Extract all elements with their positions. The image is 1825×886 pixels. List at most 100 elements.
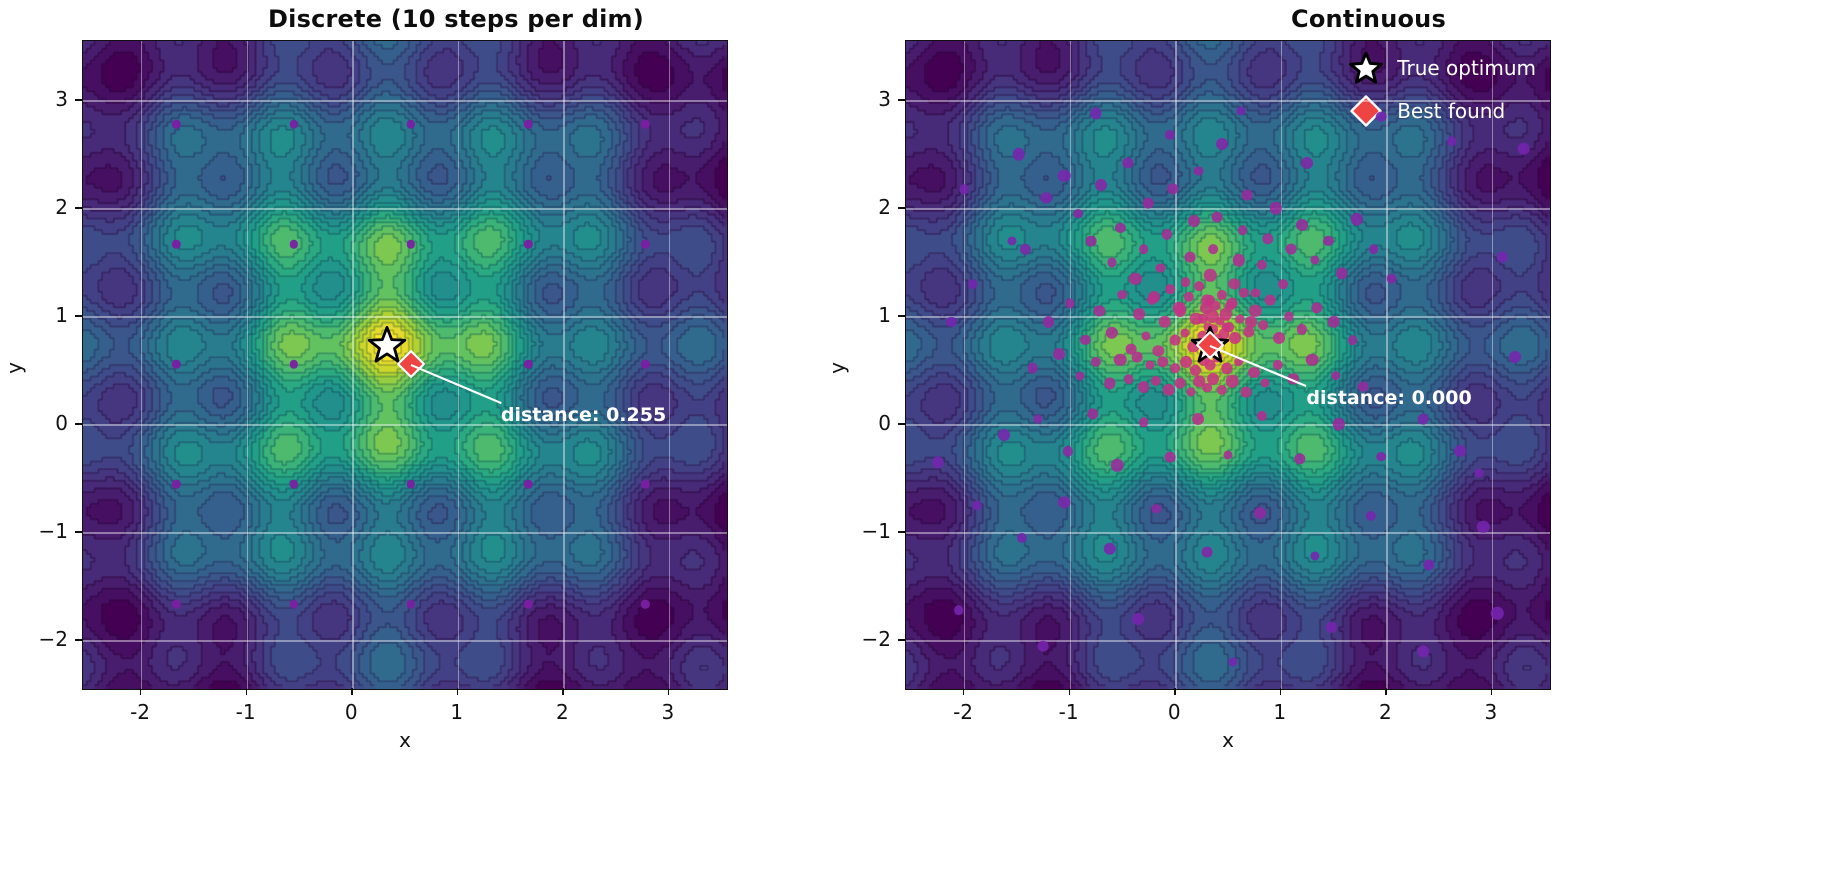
- legend-label-best-found: Best found: [1397, 99, 1506, 123]
- x-tick-label: 0: [1167, 700, 1181, 724]
- sample-point: [1107, 257, 1117, 267]
- sample-point: [1310, 551, 1320, 561]
- sample-point: [172, 240, 181, 249]
- sample-point: [1103, 542, 1116, 555]
- sample-point: [172, 120, 181, 129]
- y-tick-label: 2: [55, 195, 68, 220]
- plot-area-continuous[interactable]: True optimum Best found distance: 0.000: [905, 40, 1551, 690]
- sample-point: [1306, 353, 1319, 366]
- gridline-vertical: [141, 41, 143, 689]
- sample-point: [1117, 289, 1128, 300]
- sample-point: [1093, 305, 1105, 317]
- sample-point: [406, 240, 416, 249]
- sample-point: [1368, 244, 1379, 255]
- y-tick: [898, 423, 905, 425]
- x-tick: [1279, 688, 1282, 695]
- sample-point: [1301, 157, 1314, 169]
- y-tick: [75, 639, 82, 641]
- sample-point: [1365, 511, 1376, 522]
- sample-point: [1238, 287, 1249, 298]
- y-tick-label: 0: [55, 411, 68, 436]
- sample-point: [1114, 353, 1127, 366]
- sample-point: [1110, 459, 1124, 472]
- sample-point: [946, 316, 957, 327]
- sample-point: [1199, 301, 1212, 314]
- sample-point: [1517, 142, 1530, 156]
- sample-point: [1133, 308, 1146, 321]
- gridline-horizontal: [906, 532, 1550, 534]
- sample-point: [289, 600, 298, 609]
- sample-point: [1197, 313, 1208, 324]
- sample-point: [1216, 384, 1227, 395]
- sample-point: [1248, 366, 1261, 379]
- sample-point: [1256, 259, 1267, 270]
- sample-point: [1151, 503, 1162, 514]
- sample-point: [1285, 244, 1297, 255]
- gridline-vertical: [352, 41, 354, 689]
- sample-point: [1235, 313, 1245, 324]
- sample-point: [1446, 136, 1457, 147]
- sample-point: [289, 480, 298, 489]
- plot-area-discrete[interactable]: distance: 0.255: [82, 40, 728, 690]
- x-tick-label: 0: [344, 700, 358, 724]
- x-tick-label: -2: [953, 700, 974, 724]
- sample-point: [1212, 211, 1223, 223]
- sample-point: [1132, 612, 1145, 625]
- sample-point: [1012, 148, 1026, 161]
- sample-point: [1207, 373, 1220, 385]
- best-found-marker[interactable]: [396, 349, 426, 379]
- y-tick-label: −2: [38, 627, 68, 652]
- sample-point: [1233, 356, 1244, 367]
- sample-point: [1164, 451, 1176, 463]
- sample-point: [1162, 383, 1176, 397]
- sample-point: [1087, 407, 1099, 420]
- y-axis-label-continuous: y: [824, 362, 849, 374]
- gridline-vertical: [563, 41, 565, 689]
- sample-point: [1417, 645, 1429, 657]
- sample-point: [1204, 359, 1216, 371]
- sample-point: [1243, 325, 1255, 338]
- x-tick-label: -2: [130, 700, 151, 724]
- sample-point: [953, 605, 964, 615]
- sample-point: [959, 184, 969, 194]
- y-tick: [898, 207, 905, 209]
- sample-point: [1184, 251, 1196, 263]
- sample-point: [1042, 315, 1055, 328]
- sample-point: [1137, 380, 1150, 393]
- sample-point: [1151, 376, 1162, 387]
- sample-point: [1158, 315, 1171, 329]
- sample-point: [1202, 382, 1212, 393]
- gridline-vertical: [246, 41, 248, 689]
- sample-point: [1167, 183, 1179, 195]
- sample-point: [289, 240, 298, 249]
- x-tick: [562, 688, 564, 695]
- panel-continuous-title: Continuous: [1291, 5, 1446, 33]
- distance-annotation-continuous: distance: 0.000: [1306, 387, 1472, 410]
- sample-point: [1186, 387, 1196, 397]
- sample-point: [972, 500, 982, 510]
- sample-point: [1190, 365, 1201, 376]
- sample-point: [172, 360, 181, 369]
- sample-point: [1357, 381, 1369, 392]
- sample-point: [1169, 334, 1181, 346]
- y-tick-label: 3: [878, 87, 891, 112]
- sample-point: [1187, 340, 1199, 353]
- sample-point: [1037, 640, 1049, 652]
- sample-point: [641, 360, 650, 369]
- gridline-horizontal: [83, 100, 727, 102]
- gridline-horizontal: [83, 640, 727, 642]
- sample-point: [1188, 215, 1201, 228]
- sample-point: [406, 600, 416, 609]
- sample-point: [1240, 386, 1252, 398]
- y-tick-label: 1: [55, 303, 68, 328]
- sample-point: [524, 360, 533, 369]
- sample-point: [1123, 374, 1134, 384]
- best-found-marker[interactable]: [1195, 330, 1225, 360]
- sample-point: [1131, 352, 1143, 363]
- x-axis-label-discrete: x: [399, 728, 411, 752]
- gridline-horizontal: [906, 640, 1550, 642]
- sample-point: [1104, 377, 1116, 390]
- sample-point: [931, 456, 944, 468]
- sample-point: [1020, 244, 1031, 255]
- true-optimum-marker[interactable]: [367, 325, 407, 365]
